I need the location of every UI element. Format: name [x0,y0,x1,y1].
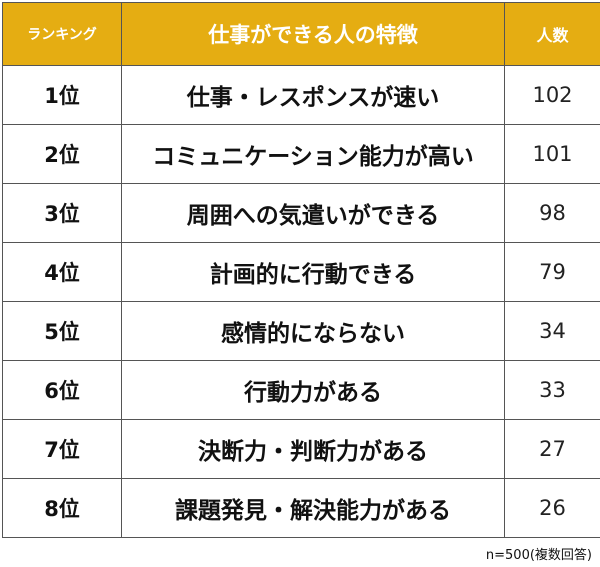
rank-cell: 2位 [2,124,122,184]
rank-cell: 8位 [2,478,122,538]
ranking-table: ランキング 仕事ができる人の特徴 人数 1位 仕事・レスポンスが速い 102 2… [2,2,600,538]
table-row: 2位 コミュニケーション能力が高い 101 [2,124,600,184]
count-cell: 98 [504,183,600,243]
header-rank: ランキング [2,2,122,66]
table-row: 7位 決断力・判断力がある 27 [2,419,600,479]
rank-cell: 4位 [2,242,122,302]
rank-cell: 7位 [2,419,122,479]
trait-cell: コミュニケーション能力が高い [121,124,505,184]
table-header: ランキング 仕事ができる人の特徴 人数 [2,2,600,66]
trait-cell: 計画的に行動できる [121,242,505,302]
trait-cell: 周囲への気遣いができる [121,183,505,243]
count-cell: 79 [504,242,600,302]
rank-cell: 3位 [2,183,122,243]
header-trait: 仕事ができる人の特徴 [121,2,505,66]
rank-cell: 6位 [2,360,122,420]
table-row: 1位 仕事・レスポンスが速い 102 [2,65,600,125]
header-count: 人数 [504,2,600,66]
count-cell: 102 [504,65,600,125]
sample-size-note: n=500(複数回答) [485,548,592,563]
trait-cell: 仕事・レスポンスが速い [121,65,505,125]
count-cell: 34 [504,301,600,361]
count-cell: 33 [504,360,600,420]
count-cell: 26 [504,478,600,538]
table-row: 8位 課題発見・解決能力がある 26 [2,478,600,538]
rank-cell: 5位 [2,301,122,361]
table-row: 4位 計画的に行動できる 79 [2,242,600,302]
count-cell: 101 [504,124,600,184]
count-cell: 27 [504,419,600,479]
table-row: 3位 周囲への気遣いができる 98 [2,183,600,243]
table-body: 1位 仕事・レスポンスが速い 102 2位 コミュニケーション能力が高い 101… [2,65,600,538]
trait-cell: 課題発見・解決能力がある [121,478,505,538]
table-row: 6位 行動力がある 33 [2,360,600,420]
trait-cell: 決断力・判断力がある [121,419,505,479]
trait-cell: 感情的にならない [121,301,505,361]
header-row: ランキング 仕事ができる人の特徴 人数 [2,2,600,66]
trait-cell: 行動力がある [121,360,505,420]
table-row: 5位 感情的にならない 34 [2,301,600,361]
rank-cell: 1位 [2,65,122,125]
